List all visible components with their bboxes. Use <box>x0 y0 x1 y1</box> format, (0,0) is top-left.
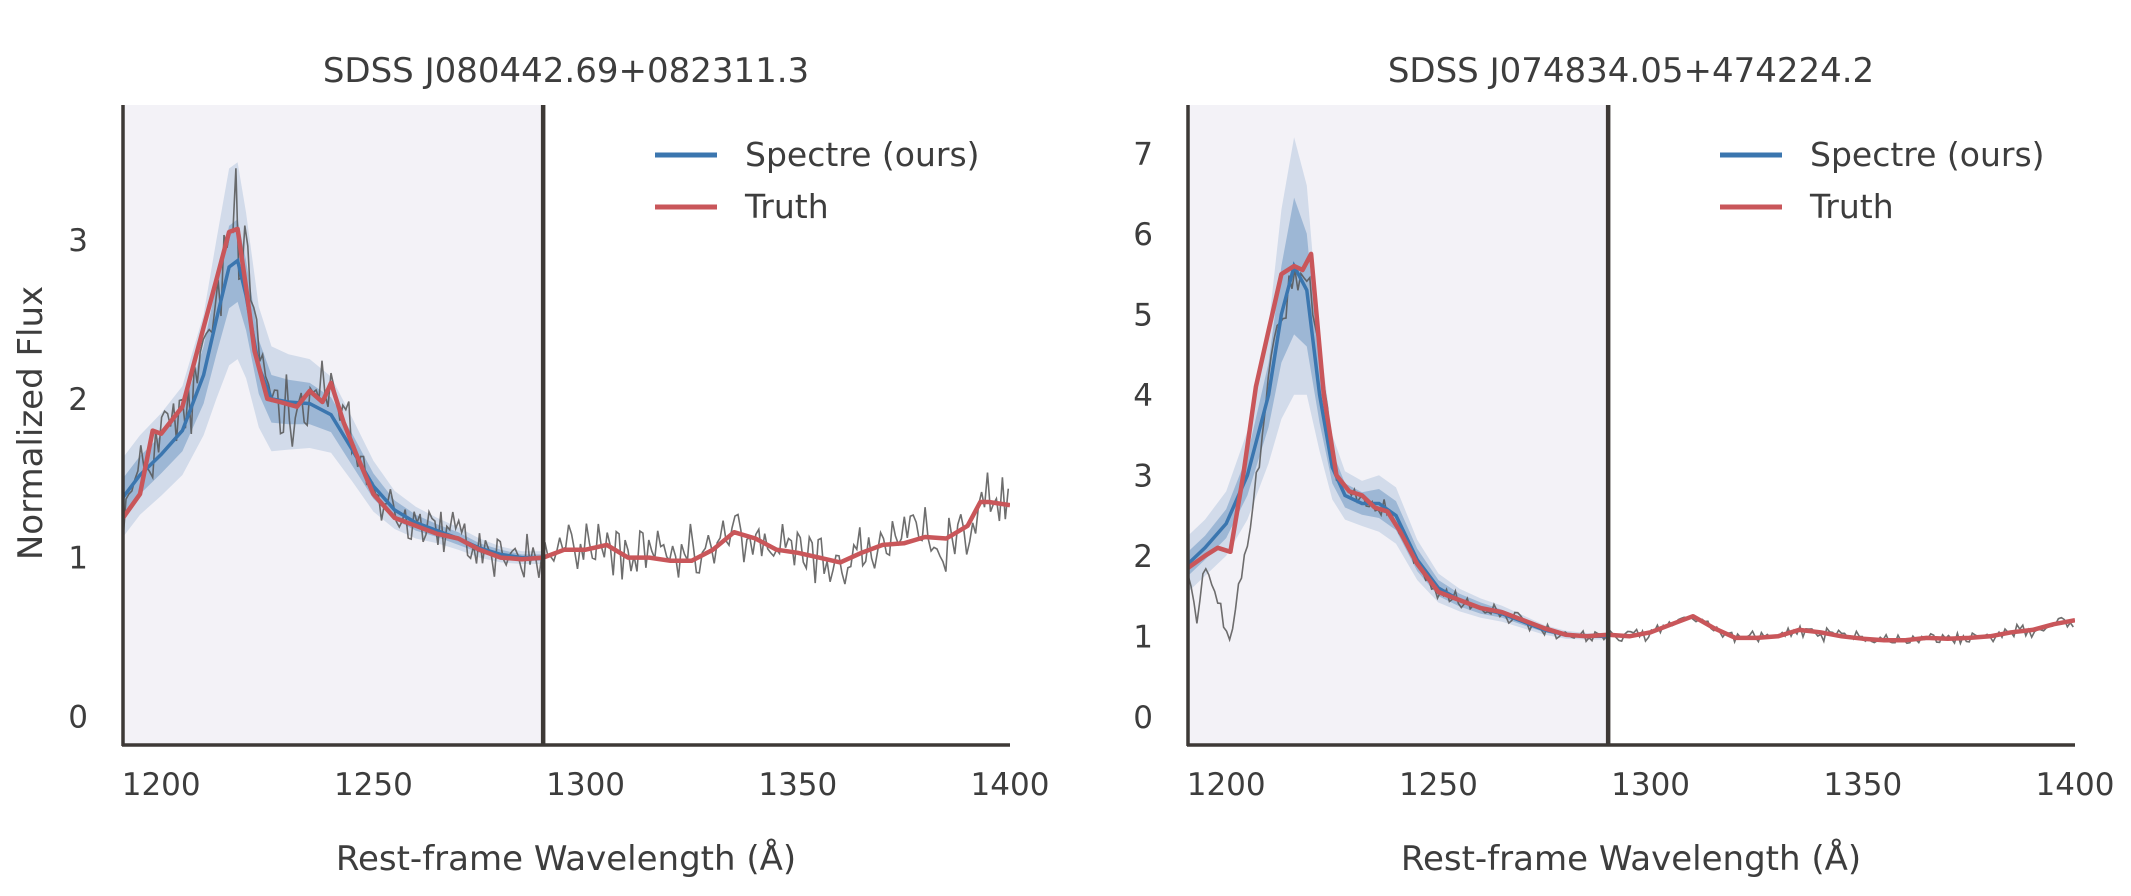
left-y-tick-label: 2 <box>68 382 88 418</box>
right-legend-label: Spectre (ours) <box>1810 135 2045 174</box>
right-clipped-group <box>1188 105 2075 745</box>
right-x-tick-label: 1300 <box>1611 767 1690 803</box>
right-y-tick-label: 4 <box>1133 378 1153 414</box>
right-y-tick-label: 3 <box>1133 458 1153 494</box>
right-legend-label: Truth <box>1809 187 1894 226</box>
right-y-tick-label: 1 <box>1133 619 1153 655</box>
left-legend-label: Truth <box>744 187 829 226</box>
left-x-tick-label: 1400 <box>971 767 1050 803</box>
right-legend: Spectre (ours) Truth <box>1720 135 2045 226</box>
left-x-tick-label: 1300 <box>546 767 625 803</box>
left-ticks: 1200 1250 1300 1350 1400 0 1 2 3 <box>68 223 1049 803</box>
right-band-outer <box>1188 137 1609 640</box>
right-x-tick-label: 1200 <box>1187 767 1266 803</box>
left-legend-label: Spectre (ours) <box>745 135 980 174</box>
left-clipped-group <box>123 105 1010 745</box>
right-chart: SDSS J074834.05+474224.2 Rest-frame Wave… <box>1133 51 2114 879</box>
right-plot-area <box>1186 105 2075 747</box>
right-chart-title: SDSS J074834.05+474224.2 <box>1388 51 1874 91</box>
right-truth-line <box>1188 251 2075 643</box>
right-y-tick-label: 0 <box>1133 700 1153 736</box>
right-x-axis-label: Rest-frame Wavelength (Å) <box>1401 838 1861 879</box>
left-band-inner <box>123 219 544 561</box>
left-legend: Spectre (ours) Truth <box>655 135 980 226</box>
left-truth-line <box>123 226 1010 565</box>
left-x-axis-label: Rest-frame Wavelength (Å) <box>336 838 796 879</box>
left-y-tick-label: 3 <box>68 223 88 259</box>
left-shaded-region <box>123 105 544 745</box>
left-x-tick-label: 1250 <box>334 767 413 803</box>
right-shaded-region <box>1188 105 1609 745</box>
right-y-tick-label: 5 <box>1133 297 1153 333</box>
right-y-tick-label: 2 <box>1133 539 1153 575</box>
left-chart-title: SDSS J080442.69+082311.3 <box>323 51 809 91</box>
right-y-tick-label: 7 <box>1133 136 1153 172</box>
right-band-inner <box>1188 197 1609 638</box>
left-y-tick-label: 0 <box>68 699 88 735</box>
right-y-tick-label: 6 <box>1133 217 1153 253</box>
left-y-tick-label: 1 <box>68 541 88 577</box>
left-x-tick-label: 1350 <box>758 767 837 803</box>
left-x-tick-label: 1200 <box>122 767 201 803</box>
right-x-tick-label: 1350 <box>1823 767 1902 803</box>
y-axis-label: Normalized Flux <box>11 286 51 560</box>
left-band-outer <box>123 162 544 564</box>
right-ticks: 1200 1250 1300 1350 1400 0 1 2 3 4 5 6 7 <box>1133 136 2114 803</box>
right-x-tick-label: 1250 <box>1399 767 1478 803</box>
left-plot-area <box>121 105 1010 747</box>
left-chart: SDSS J080442.69+082311.3 Normalized Flux… <box>11 51 1049 879</box>
right-x-tick-label: 1400 <box>2036 767 2115 803</box>
